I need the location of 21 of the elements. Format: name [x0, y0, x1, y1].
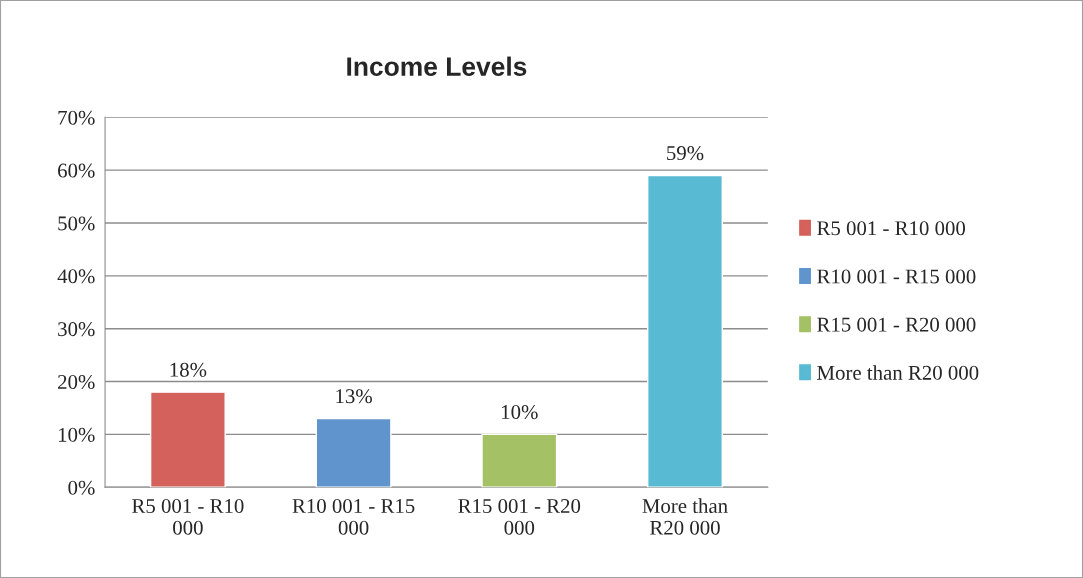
x-tick-label: R5 001 - R10 000: [132, 498, 244, 535]
x-tick-label: R15 001 - R20 000: [458, 498, 581, 535]
y-tick-label: 40%: [57, 269, 95, 284]
legend-label: R10 001 - R15 000: [817, 269, 976, 284]
chart-title: Income Levels: [347, 56, 527, 76]
x-tick-label: More than R20 000: [642, 498, 728, 535]
x-tick-label: R10 001 - R15 000: [292, 498, 415, 535]
y-tick-label: 20%: [58, 374, 95, 390]
data-label: 13%: [336, 389, 372, 404]
legend-label: R5 001 - R10 000: [817, 221, 966, 236]
y-tick-label: 30%: [58, 322, 95, 337]
data-label: 59%: [667, 146, 704, 161]
data-label: 18%: [170, 362, 207, 377]
y-tick-label: 10%: [58, 427, 95, 442]
data-label: 10%: [502, 405, 538, 420]
y-tick-label: 50%: [58, 216, 95, 231]
y-tick-label: 70%: [58, 110, 95, 125]
legend-label: More than R20 000: [817, 365, 979, 380]
y-tick-label: 0%: [68, 480, 95, 495]
legend-label: R15 001 - R20 000: [817, 317, 976, 332]
y-tick-label: 60%: [58, 163, 95, 178]
